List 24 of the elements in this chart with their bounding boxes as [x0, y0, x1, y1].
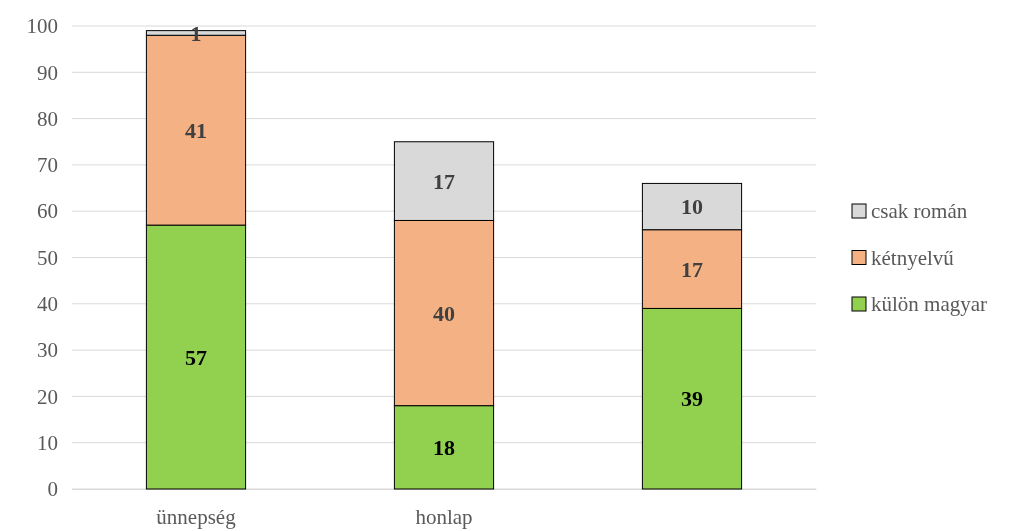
y-tick-label: 40 [37, 292, 58, 317]
data-label: 17 [433, 168, 455, 194]
legend-label: csak román [871, 199, 968, 224]
y-tick-label: 100 [26, 14, 58, 39]
y-tick-label: 50 [37, 245, 58, 270]
y-tick-label: 60 [37, 199, 58, 224]
data-label: 18 [433, 435, 455, 461]
data-label: 39 [681, 386, 703, 412]
legend-label: kétnyelvű [871, 245, 955, 270]
legend-label: külön magyar [871, 292, 988, 317]
y-tick-label: 70 [37, 153, 58, 178]
x-tick-label: honlap [415, 504, 473, 529]
data-label: 10 [681, 194, 703, 220]
data-label: 40 [433, 300, 455, 326]
y-tick-label: 30 [37, 338, 58, 363]
y-tick-label: 20 [37, 384, 58, 409]
y-tick-label: 80 [37, 106, 58, 131]
data-label: 41 [185, 117, 207, 143]
y-tick-label: 0 [47, 477, 58, 502]
data-label: 57 [185, 344, 207, 370]
y-tick-label: 90 [37, 60, 58, 85]
data-label: 17 [681, 256, 703, 282]
x-tick-label: ünnepség [156, 504, 237, 529]
y-tick-label: 10 [37, 430, 58, 455]
